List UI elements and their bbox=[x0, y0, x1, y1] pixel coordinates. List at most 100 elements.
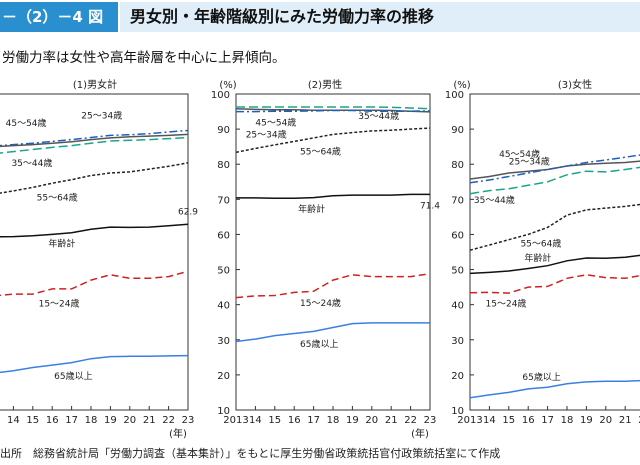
series-line bbox=[0, 162, 189, 194]
panel-title: (1)男女計 bbox=[73, 78, 117, 91]
figure-title: 男女別・年齢階級別にみた労働力率の推移 bbox=[130, 7, 435, 26]
y-tick-label: 40 bbox=[217, 301, 230, 312]
series-line bbox=[235, 322, 430, 343]
y-tick-label: 90 bbox=[451, 125, 464, 136]
series-annotation: 15～24歳 bbox=[486, 297, 527, 309]
x-tick-label: 18 bbox=[327, 415, 340, 426]
plot-frame bbox=[0, 93, 189, 411]
series-annotation: 15～24歳 bbox=[39, 298, 80, 310]
charts-area: (1)男女計1314151617181920212223(年)45～54歳25～… bbox=[0, 78, 640, 440]
y-tick-label: 100 bbox=[211, 90, 230, 101]
series-annotation: 55～64歳 bbox=[300, 145, 341, 157]
series-line bbox=[469, 166, 640, 195]
series-line bbox=[235, 127, 431, 154]
y-tick-label: 70 bbox=[451, 195, 464, 206]
x-tick-label: 14 bbox=[249, 415, 262, 426]
y-tick-label: 20 bbox=[217, 371, 230, 382]
y-axis-unit: (%) bbox=[219, 80, 236, 91]
series-annotation: 35～44歳 bbox=[358, 110, 399, 122]
x-tick-label: 18 bbox=[85, 415, 98, 426]
series-annotation: 年齢計 bbox=[298, 203, 325, 215]
x-tick-label: 23 bbox=[424, 415, 437, 426]
y-tick-label: 50 bbox=[451, 266, 464, 277]
series-line bbox=[0, 129, 189, 147]
x-tick-label: 17 bbox=[307, 415, 320, 426]
x-tick-label: 18 bbox=[561, 415, 574, 426]
x-tick-label: 19 bbox=[346, 415, 359, 426]
x-tick-label: 14 bbox=[7, 415, 20, 426]
series-annotation: 年齢計 bbox=[48, 238, 75, 250]
series-annotation: 65歳以上 bbox=[522, 371, 560, 383]
y-tick-label: 60 bbox=[451, 230, 464, 241]
x-tick-label: 21 bbox=[619, 415, 632, 426]
series-annotation: 62.9 bbox=[178, 207, 198, 217]
series-annotation: 55～64歳 bbox=[520, 238, 561, 250]
series-annotation: 年齢計 bbox=[524, 252, 551, 264]
series-annotation: 45～54歳 bbox=[6, 117, 47, 129]
series-line bbox=[469, 154, 640, 184]
series-line bbox=[236, 109, 431, 113]
series-line bbox=[236, 106, 431, 110]
y-tick-label: 10 bbox=[217, 406, 230, 417]
y-tick-label: 30 bbox=[451, 336, 464, 347]
y-tick-label: 40 bbox=[451, 301, 464, 312]
y-tick-label: 20 bbox=[451, 371, 464, 382]
figure-subtitle: 労働力率は女性や高年齢層を中心に上昇傾向。 bbox=[2, 50, 286, 66]
series-annotation: 45～54歳 bbox=[499, 148, 540, 160]
series-annotation: 35～44歳 bbox=[474, 194, 515, 206]
series-annotation: 55～64歳 bbox=[37, 192, 78, 204]
series-line bbox=[0, 133, 189, 148]
y-tick-label: 70 bbox=[217, 195, 230, 206]
x-tick-label: 22 bbox=[404, 415, 417, 426]
x-tick-label: 20 bbox=[365, 415, 378, 426]
plot-frame bbox=[235, 93, 431, 411]
series-annotation: 45～54歳 bbox=[255, 116, 296, 128]
x-tick-label: 23 bbox=[182, 415, 195, 426]
x-tick-label: 19 bbox=[580, 415, 593, 426]
series-line bbox=[236, 193, 430, 200]
x-tick-label: 2013 bbox=[223, 415, 248, 426]
series-line bbox=[469, 379, 640, 399]
x-tick-label: 21 bbox=[143, 415, 156, 426]
x-tick-label: 17 bbox=[541, 415, 554, 426]
x-tick-label: 16 bbox=[46, 415, 59, 426]
panel-title: (3)女性 bbox=[558, 78, 592, 91]
y-tick-label: 10 bbox=[451, 406, 464, 417]
x-tick-label: 22 bbox=[162, 415, 175, 426]
series-line bbox=[0, 354, 189, 374]
series-annotation: 35～44歳 bbox=[11, 157, 52, 169]
y-tick-label: 50 bbox=[217, 266, 230, 277]
series-line bbox=[235, 273, 431, 299]
figure-header: －（2）－4 図 男女別・年齢階級別にみた労働力率の推移 bbox=[0, 0, 640, 38]
panel-title: (2)男性 bbox=[308, 78, 342, 91]
title-bar: 男女別・年齢階級別にみた労働力率の推移 bbox=[120, 2, 640, 32]
x-tick-label: 16 bbox=[288, 415, 301, 426]
x-tick-label: 19 bbox=[104, 415, 117, 426]
x-tick-label: 15 bbox=[26, 415, 39, 426]
series-line bbox=[0, 223, 189, 238]
x-tick-label: 20 bbox=[123, 415, 136, 426]
series-annotation: 71.4 bbox=[420, 201, 440, 211]
x-tick-label: 16 bbox=[522, 415, 535, 426]
series-annotation: 65歳以上 bbox=[300, 338, 338, 350]
y-axis-unit: (%) bbox=[453, 80, 470, 91]
y-tick-label: 80 bbox=[451, 160, 464, 171]
x-axis-unit: (年) bbox=[169, 427, 187, 440]
x-tick-label: 15 bbox=[502, 415, 515, 426]
y-tick-label: 60 bbox=[217, 230, 230, 241]
x-axis-unit: (年) bbox=[411, 427, 429, 440]
series-annotation: 25～34歳 bbox=[509, 156, 550, 168]
x-tick-label: 2013 bbox=[457, 415, 482, 426]
y-tick-label: 80 bbox=[217, 160, 230, 171]
x-tick-label: 20 bbox=[599, 415, 612, 426]
series-line bbox=[0, 136, 189, 154]
series-line bbox=[469, 160, 640, 180]
plot-frame bbox=[469, 93, 640, 411]
x-tick-label: 22 bbox=[638, 415, 640, 426]
series-line bbox=[0, 270, 189, 297]
series-line bbox=[469, 254, 640, 275]
figure-label: －（2）－4 図 bbox=[0, 2, 118, 32]
y-tick-label: 100 bbox=[445, 90, 464, 101]
x-tick-label: 14 bbox=[483, 415, 496, 426]
series-annotation: 65歳以上 bbox=[54, 370, 92, 382]
